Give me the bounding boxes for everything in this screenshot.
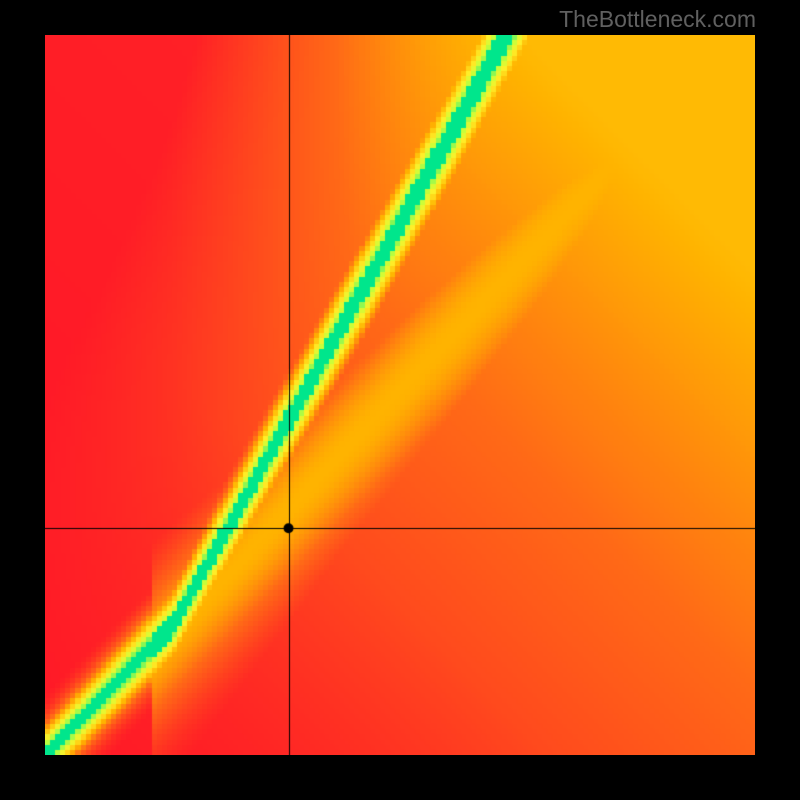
watermark-text: TheBottleneck.com	[559, 6, 756, 33]
stage: TheBottleneck.com	[0, 0, 800, 800]
bottleneck-heatmap	[45, 35, 755, 755]
